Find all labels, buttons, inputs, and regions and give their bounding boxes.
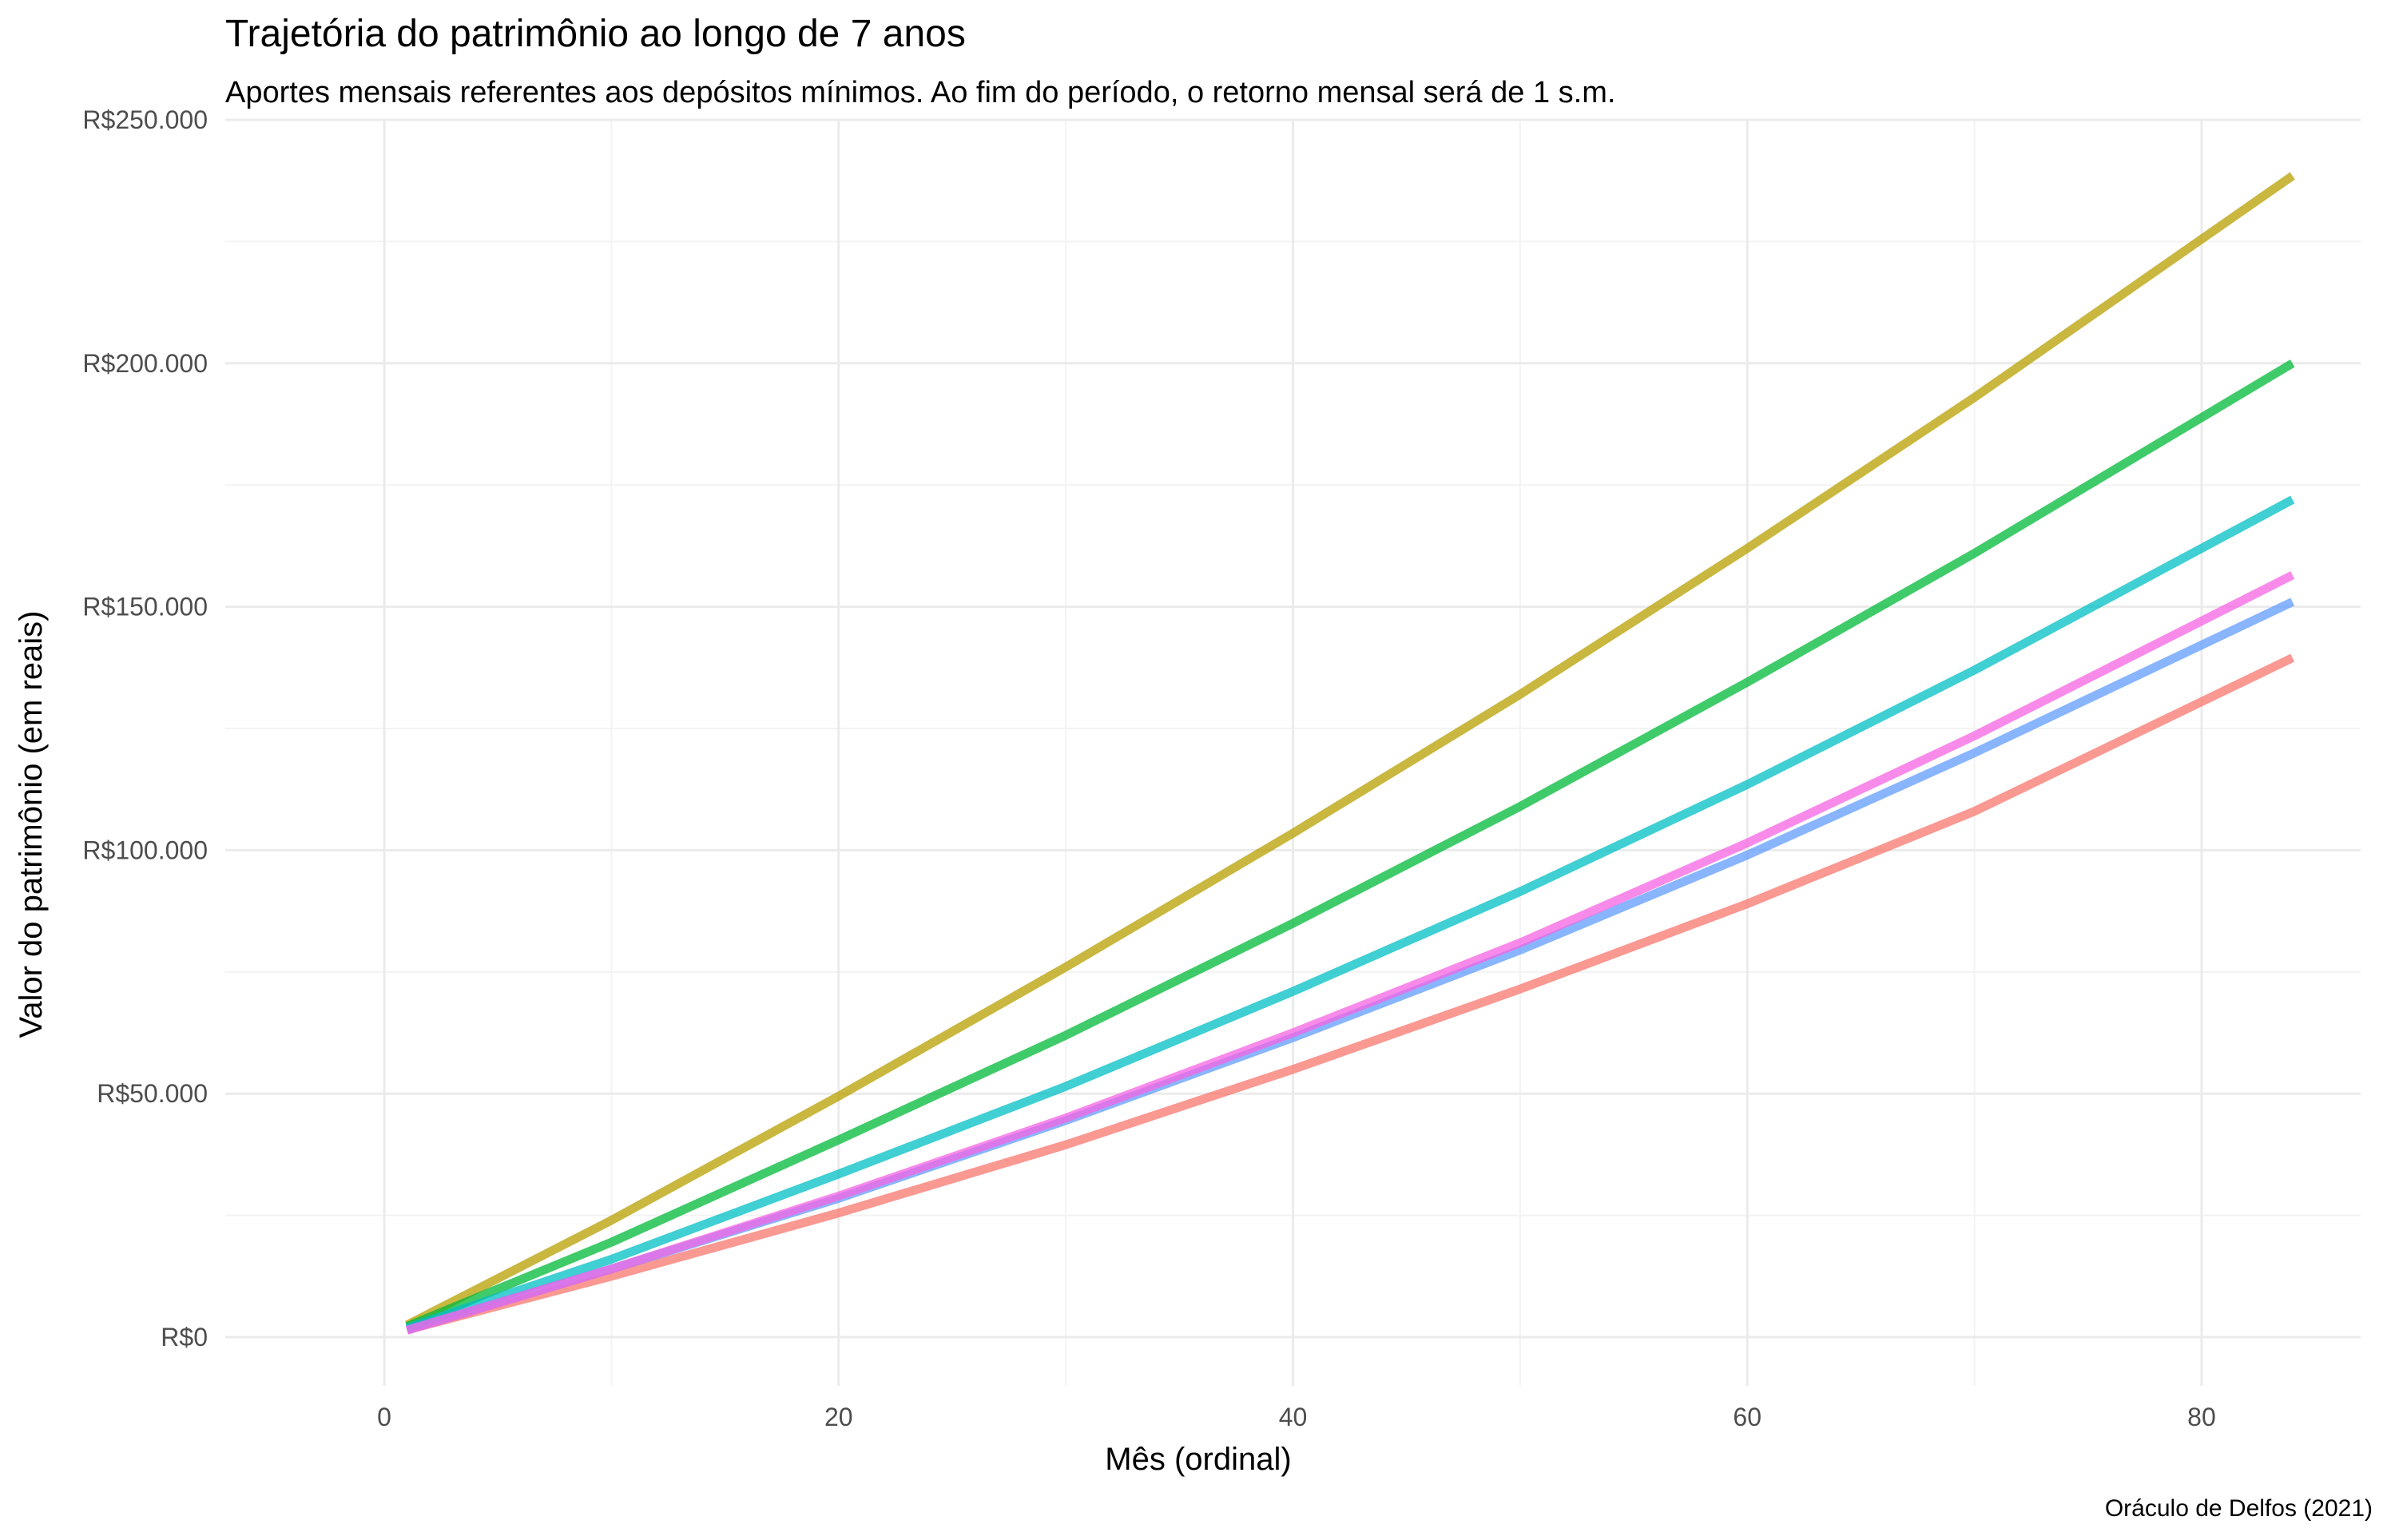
line-series-4 [405,495,2295,1332]
y-tick-label: R$200.000 [82,349,208,378]
series-lines [404,172,2295,1335]
y-tick-label: R$100.000 [82,835,208,864]
y-tick-label: R$50.000 [97,1079,208,1108]
y-axis-tick-labels: R$0 R$50.000 R$100.000 R$150.000 R$200.000 R$… [82,105,208,1351]
y-axis-title: Valor do patrimônio (em reais) [14,610,49,1038]
chart-title: Trajetória do patrimônio ao longo de 7 a… [225,13,966,55]
y-tick-label: R$150.000 [82,593,208,621]
y-tick-label: R$250.000 [82,105,208,134]
line-series-3 [405,359,2295,1331]
chart-subtitle: Aportes mensais referentes aos depósitos… [225,76,1615,109]
line-series-2 [404,172,2295,1329]
x-tick-label: 60 [1733,1403,1761,1431]
line-series-6 [405,571,2295,1335]
major-gridlines [225,118,2361,1386]
x-tick-label: 20 [824,1403,853,1431]
y-tick-label: R$0 [161,1323,208,1351]
chart-caption: Oráculo de Delfos (2021) [2105,1495,2373,1522]
x-axis-tick-labels: 0 20 40 60 80 [377,1403,2216,1431]
x-axis-title: Mês (ordinal) [1105,1442,1291,1477]
x-tick-label: 40 [1279,1403,1308,1431]
x-tick-label: 80 [2187,1403,2216,1431]
x-tick-label: 0 [377,1403,391,1431]
line-series-1 [406,653,2295,1335]
